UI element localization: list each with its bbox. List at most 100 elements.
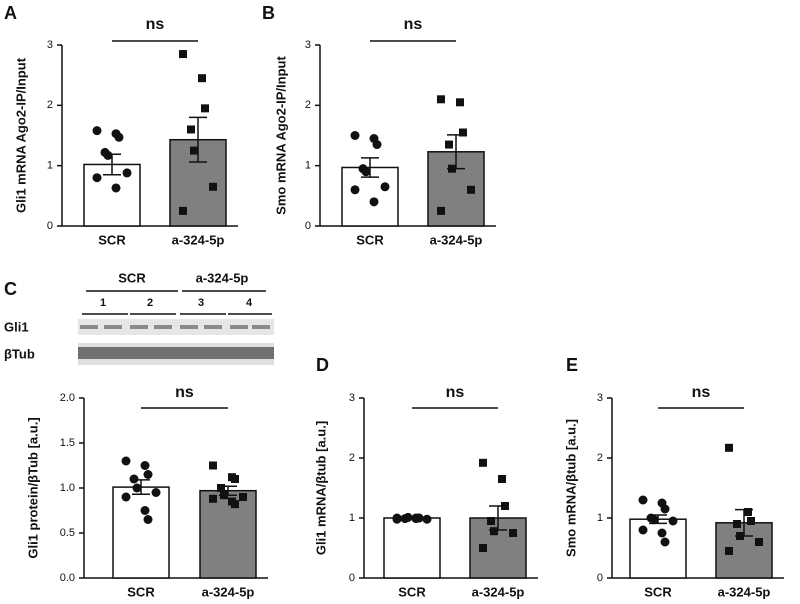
x-tick-label: SCR	[644, 584, 672, 599]
data-point	[369, 197, 379, 207]
x-tick-label: SCR	[356, 232, 384, 247]
lane-label: 4	[246, 297, 253, 309]
data-point	[114, 132, 124, 142]
data-point	[361, 167, 371, 177]
data-point	[668, 516, 678, 526]
data-point	[217, 484, 225, 492]
data-point	[414, 513, 424, 523]
data-point	[143, 470, 153, 479]
group-label: SCR	[118, 270, 146, 285]
data-point	[121, 456, 131, 466]
y-tick-label: 1.0	[60, 482, 75, 494]
y-tick-label: 0	[597, 572, 603, 584]
group-label: a-324-5p	[196, 270, 249, 285]
y-tick-label: 2	[47, 99, 53, 111]
bar	[629, 518, 687, 579]
data-point	[209, 461, 217, 470]
data-point	[725, 547, 733, 555]
data-point	[209, 494, 217, 503]
data-point	[151, 488, 161, 497]
blot-band	[180, 325, 198, 329]
data-point	[190, 146, 198, 155]
data-point	[660, 504, 670, 514]
bar	[383, 517, 441, 579]
data-point	[372, 140, 382, 150]
data-point	[187, 125, 195, 134]
panel-label: E	[566, 355, 578, 375]
data-point	[736, 532, 744, 540]
bar	[341, 166, 399, 227]
data-point	[487, 517, 495, 525]
x-tick-label: a-324-5p	[202, 584, 255, 599]
x-tick-label: SCR	[98, 232, 126, 247]
y-tick-label: 1.5	[60, 437, 75, 449]
panel-label: C	[4, 279, 17, 299]
data-point	[437, 206, 445, 215]
data-point	[498, 475, 506, 483]
data-point	[179, 206, 187, 215]
data-point	[209, 182, 217, 191]
x-tick-label: a-324-5p	[472, 584, 525, 599]
significance-label: ns	[146, 16, 165, 33]
y-tick-label: 1	[597, 512, 603, 524]
data-point	[755, 538, 763, 546]
data-point	[220, 491, 228, 500]
data-point	[479, 458, 487, 467]
y-tick-label: 0	[349, 572, 355, 584]
data-point	[179, 50, 187, 59]
data-point	[660, 537, 670, 547]
data-point	[445, 140, 453, 149]
data-point	[744, 508, 752, 516]
y-tick-label: 2.0	[60, 392, 75, 404]
data-point	[501, 502, 509, 510]
data-point	[448, 164, 456, 173]
y-tick-label: 0.0	[60, 572, 75, 584]
data-point	[140, 461, 150, 470]
significance-label: ns	[692, 384, 711, 401]
y-tick-label: 1	[305, 160, 311, 172]
data-point	[140, 506, 150, 515]
error-bar	[189, 116, 207, 163]
y-tick-label: 1	[47, 160, 53, 172]
data-point	[239, 493, 247, 501]
y-tick-label: 3	[305, 39, 311, 51]
data-point	[350, 131, 360, 140]
data-point	[92, 173, 102, 183]
data-point	[733, 520, 741, 528]
blot-band	[252, 325, 270, 329]
blot-band	[130, 325, 148, 329]
data-point	[479, 544, 487, 552]
error-bar	[361, 157, 379, 178]
data-point	[129, 474, 139, 484]
panel-label: A	[4, 3, 17, 23]
y-tick-label: 3	[47, 39, 53, 51]
data-point	[638, 525, 648, 535]
data-point	[201, 104, 209, 113]
y-tick-label: 0.5	[60, 527, 75, 539]
data-point	[143, 515, 153, 524]
blot-band	[204, 325, 222, 329]
data-point	[747, 517, 755, 525]
data-point	[422, 514, 432, 524]
y-axis-label: Gli1 mRNA/βtub [a.u.]	[313, 421, 328, 555]
y-tick-label: 2	[349, 452, 355, 464]
data-point	[490, 527, 498, 536]
blot-band	[80, 325, 98, 329]
x-tick-label: a-324-5p	[172, 232, 225, 247]
data-point	[437, 95, 445, 104]
data-point	[111, 183, 121, 193]
data-point	[132, 483, 142, 493]
data-point	[103, 150, 113, 160]
blot-band	[154, 325, 172, 329]
data-point	[657, 528, 667, 538]
lane-label: 2	[147, 297, 153, 309]
panel-label: D	[316, 355, 329, 375]
data-point	[509, 529, 517, 537]
data-point	[231, 475, 239, 483]
x-tick-label: SCR	[398, 584, 426, 599]
y-tick-label: 3	[597, 392, 603, 404]
significance-label: ns	[404, 16, 423, 33]
data-point	[725, 443, 733, 452]
blot-band	[78, 347, 274, 359]
